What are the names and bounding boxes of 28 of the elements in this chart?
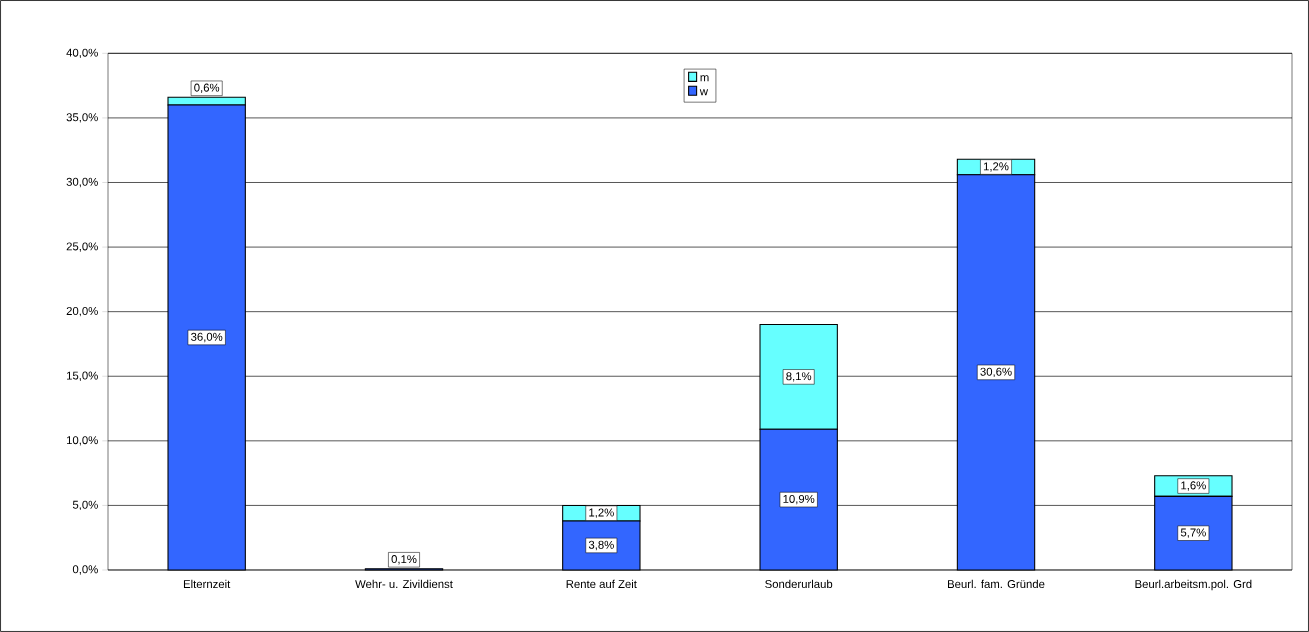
data-label: 36,0% (191, 332, 223, 343)
y-tick-label: 10,0% (66, 436, 98, 446)
y-tick-label: 0,0% (72, 565, 98, 575)
data-label: 3,8% (588, 540, 614, 551)
legend-label: w (699, 89, 709, 96)
data-label: 0,6% (194, 83, 220, 93)
legend-label: m (700, 75, 709, 82)
data-label: 5,7% (1180, 528, 1206, 538)
data-label: 0,1% (391, 555, 417, 565)
x-tick-label: Beurl. fam. Gründe (948, 579, 1045, 589)
x-tick-label: Sonderurlaub (765, 579, 833, 589)
y-tick-label: 25,0% (66, 242, 98, 252)
y-tick-label: 20,0% (66, 306, 98, 317)
x-tick-label: Rente auf Zeit (566, 579, 637, 589)
x-tick-label: Beurl.arbeitsm.pol. Grd (1135, 579, 1252, 591)
y-tick-label: 5,0% (72, 500, 98, 511)
data-label: 1,2% (589, 508, 614, 518)
data-label: 8,1% (786, 372, 812, 382)
y-tick-label: 40,0% (66, 48, 98, 58)
y-tick-label: 15,0% (66, 371, 98, 381)
data-label: 10,9% (783, 494, 815, 505)
y-tick-label: 30,0% (66, 177, 98, 188)
data-label: 30,6% (980, 367, 1012, 378)
data-label: 1,2% (983, 162, 1009, 172)
x-tick-label: Wehr- u. Zivildienst (355, 579, 453, 589)
y-tick-label: 35,0% (66, 113, 98, 123)
data-label: 1,6% (1181, 481, 1206, 491)
x-tick-label: Elternzeit (183, 579, 231, 589)
